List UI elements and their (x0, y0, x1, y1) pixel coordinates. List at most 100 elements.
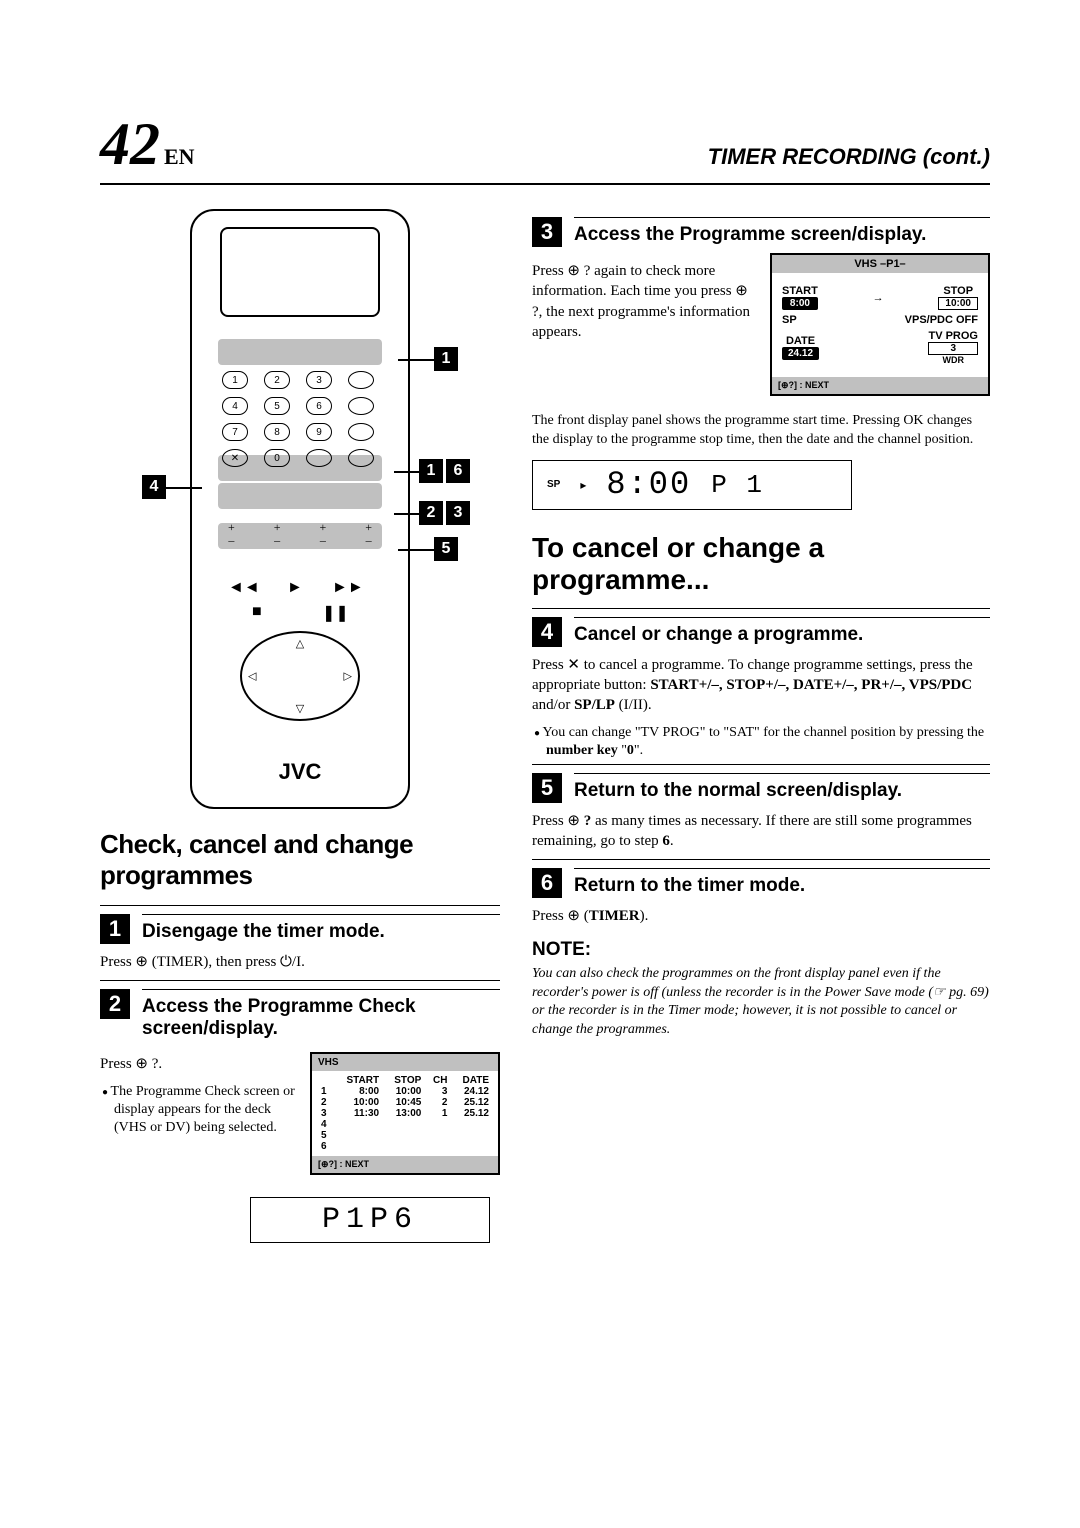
step-3-body: Press ⊕ ? again to check more informatio… (532, 261, 756, 342)
step-3-heading: Access the Programme screen/display. (574, 217, 990, 246)
step-5-num: 5 (532, 773, 562, 803)
pm-2: +– (274, 521, 281, 547)
step-4-body: Press ✕ to cancel a programme. To change… (532, 655, 990, 716)
step-4-bullet: You can change "TV PROG" to "SAT" for th… (532, 724, 990, 760)
step-2-body: Press ⊕ ?. (100, 1054, 298, 1074)
sp-label: SP (782, 314, 797, 326)
step-5: 5 Return to the normal screen/display. (532, 764, 990, 803)
callout-16: 1 6 (419, 459, 470, 483)
stop-label: STOP (938, 285, 978, 297)
right-column: 3 Access the Programme screen/display. P… (532, 209, 990, 1253)
lcd-display-1: P1P6 (250, 1197, 490, 1243)
lcd-display-2: SP ▸ 8:00 P 1 (532, 460, 852, 510)
callout-4: 4 (142, 475, 166, 499)
btn-splp (306, 449, 332, 467)
step-2-heading: Access the Programme Check screen/displa… (142, 989, 500, 1040)
btn-2: 2 (264, 371, 290, 389)
step-5-heading: Return to the normal screen/display. (574, 773, 990, 802)
step-6-num: 6 (532, 868, 562, 898)
lcd2-time: 8:00 (606, 466, 691, 503)
highlight-row-1 (218, 339, 382, 365)
tvprog-label: TV PROG (928, 330, 978, 342)
note-body: You can also check the programmes on the… (532, 965, 990, 1041)
highlight-row-3 (218, 483, 382, 509)
prog-box-title: VHS –P1– (772, 255, 988, 273)
btn-cancel: ✕ (222, 449, 248, 467)
btn-9: 9 (306, 423, 332, 441)
btn-6: 6 (306, 397, 332, 415)
section-title-check: Check, cancel and change programmes (100, 829, 500, 891)
post-step3-text: The front display panel shows the progra… (532, 412, 990, 450)
callout-line-1 (398, 359, 434, 361)
step-1-heading: Disengage the timer mode. (142, 914, 500, 943)
remote-lcd-screen (220, 227, 380, 317)
step-4-heading: Cancel or change a programme. (574, 617, 990, 646)
btn-timer (348, 423, 374, 441)
btn-aux-2 (348, 397, 374, 415)
callout-line-5 (398, 549, 434, 551)
vhs-check-table: VHS START STOP CH DATE 18:0010:00324.12 … (310, 1052, 500, 1175)
lcd2-suffix: P 1 (711, 470, 764, 500)
callout-1: 1 (434, 347, 458, 371)
start-label: START (782, 285, 818, 297)
page-header: 42EN TIMER RECORDING (cont.) (100, 110, 990, 185)
callout-line-4 (394, 513, 422, 515)
date-value: 24.12 (782, 347, 819, 360)
tvprog-value: 3 (928, 342, 978, 355)
wdr-label: WDR (928, 355, 978, 365)
btn-7: 7 (222, 423, 248, 441)
step-6-body: Press ⊕ (TIMER). (532, 906, 990, 926)
transport-1: ◄◄ (228, 579, 268, 597)
jvc-logo: JVC (192, 759, 408, 785)
page-lang: EN (164, 144, 195, 169)
pm-4: +– (365, 521, 372, 547)
step-6-heading: Return to the timer mode. (574, 868, 990, 897)
step-2-bullet: The Programme Check screen or display ap… (100, 1083, 298, 1138)
section-title-header: TIMER RECORDING (cont.) (708, 144, 990, 170)
step-4: 4 Cancel or change a programme. (532, 608, 990, 647)
transport-2: ► (287, 579, 313, 597)
dpad: △ ▽ ◁ ▷ (240, 631, 360, 721)
vhs-table-title: VHS (312, 1054, 498, 1071)
callout-5: 5 (434, 537, 458, 561)
step-2: 2 Access the Programme Check screen/disp… (100, 980, 500, 1040)
step-1: 1 Disengage the timer mode. (100, 905, 500, 944)
step-5-body: Press ⊕ ? as many times as necessary. If… (532, 811, 990, 852)
start-value: 8:00 (782, 297, 818, 310)
stop-value: 10:00 (938, 297, 978, 310)
btn-3: 3 (306, 371, 332, 389)
page-number-block: 42EN (100, 110, 195, 179)
programme-box: VHS –P1– START 8:00 → STOP 10:00 (770, 253, 990, 396)
step-6: 6 Return to the timer mode. (532, 859, 990, 898)
pm-1: +– (228, 521, 235, 547)
plus-minus-row: +– +– +– +– (228, 521, 372, 547)
btn-4: 4 (222, 397, 248, 415)
vps-label: VPS/PDC OFF (905, 314, 978, 326)
btn-0: 0 (264, 449, 290, 467)
callout-23: 2 3 (419, 501, 470, 525)
btn-5: 5 (264, 397, 290, 415)
pause-btn: ❚❚ (322, 603, 348, 623)
step-3: 3 Access the Programme screen/display. (532, 209, 990, 247)
vhs-table-footer: [⊕?] : NEXT (312, 1156, 498, 1173)
step-2-num: 2 (100, 989, 130, 1019)
note-label: NOTE: (532, 939, 990, 961)
vhs-table-grid: START STOP CH DATE 18:0010:00324.12 210:… (318, 1075, 492, 1152)
date-label: DATE (782, 335, 819, 347)
remote-illustration: 1 2 3 4 5 6 7 8 9 ✕ 0 (190, 209, 410, 809)
stop-btn: ■ (252, 603, 278, 623)
cancel-change-title: To cancel or change a programme... (532, 532, 990, 596)
callout-line-3 (166, 487, 202, 489)
btn-1: 1 (222, 371, 248, 389)
step-4-num: 4 (532, 617, 562, 647)
btn-aux-3 (348, 449, 374, 467)
btn-8: 8 (264, 423, 290, 441)
transport-3: ►► (332, 579, 372, 597)
callout-line-2 (394, 471, 422, 473)
arrow-icon: → (873, 292, 884, 304)
page-number: 42 (100, 111, 160, 177)
pm-3: +– (319, 521, 326, 547)
step-1-num: 1 (100, 914, 130, 944)
step-1-body: Press ⊕ (TIMER), then press ⏻/I. (100, 952, 500, 972)
btn-aux-1 (348, 371, 374, 389)
